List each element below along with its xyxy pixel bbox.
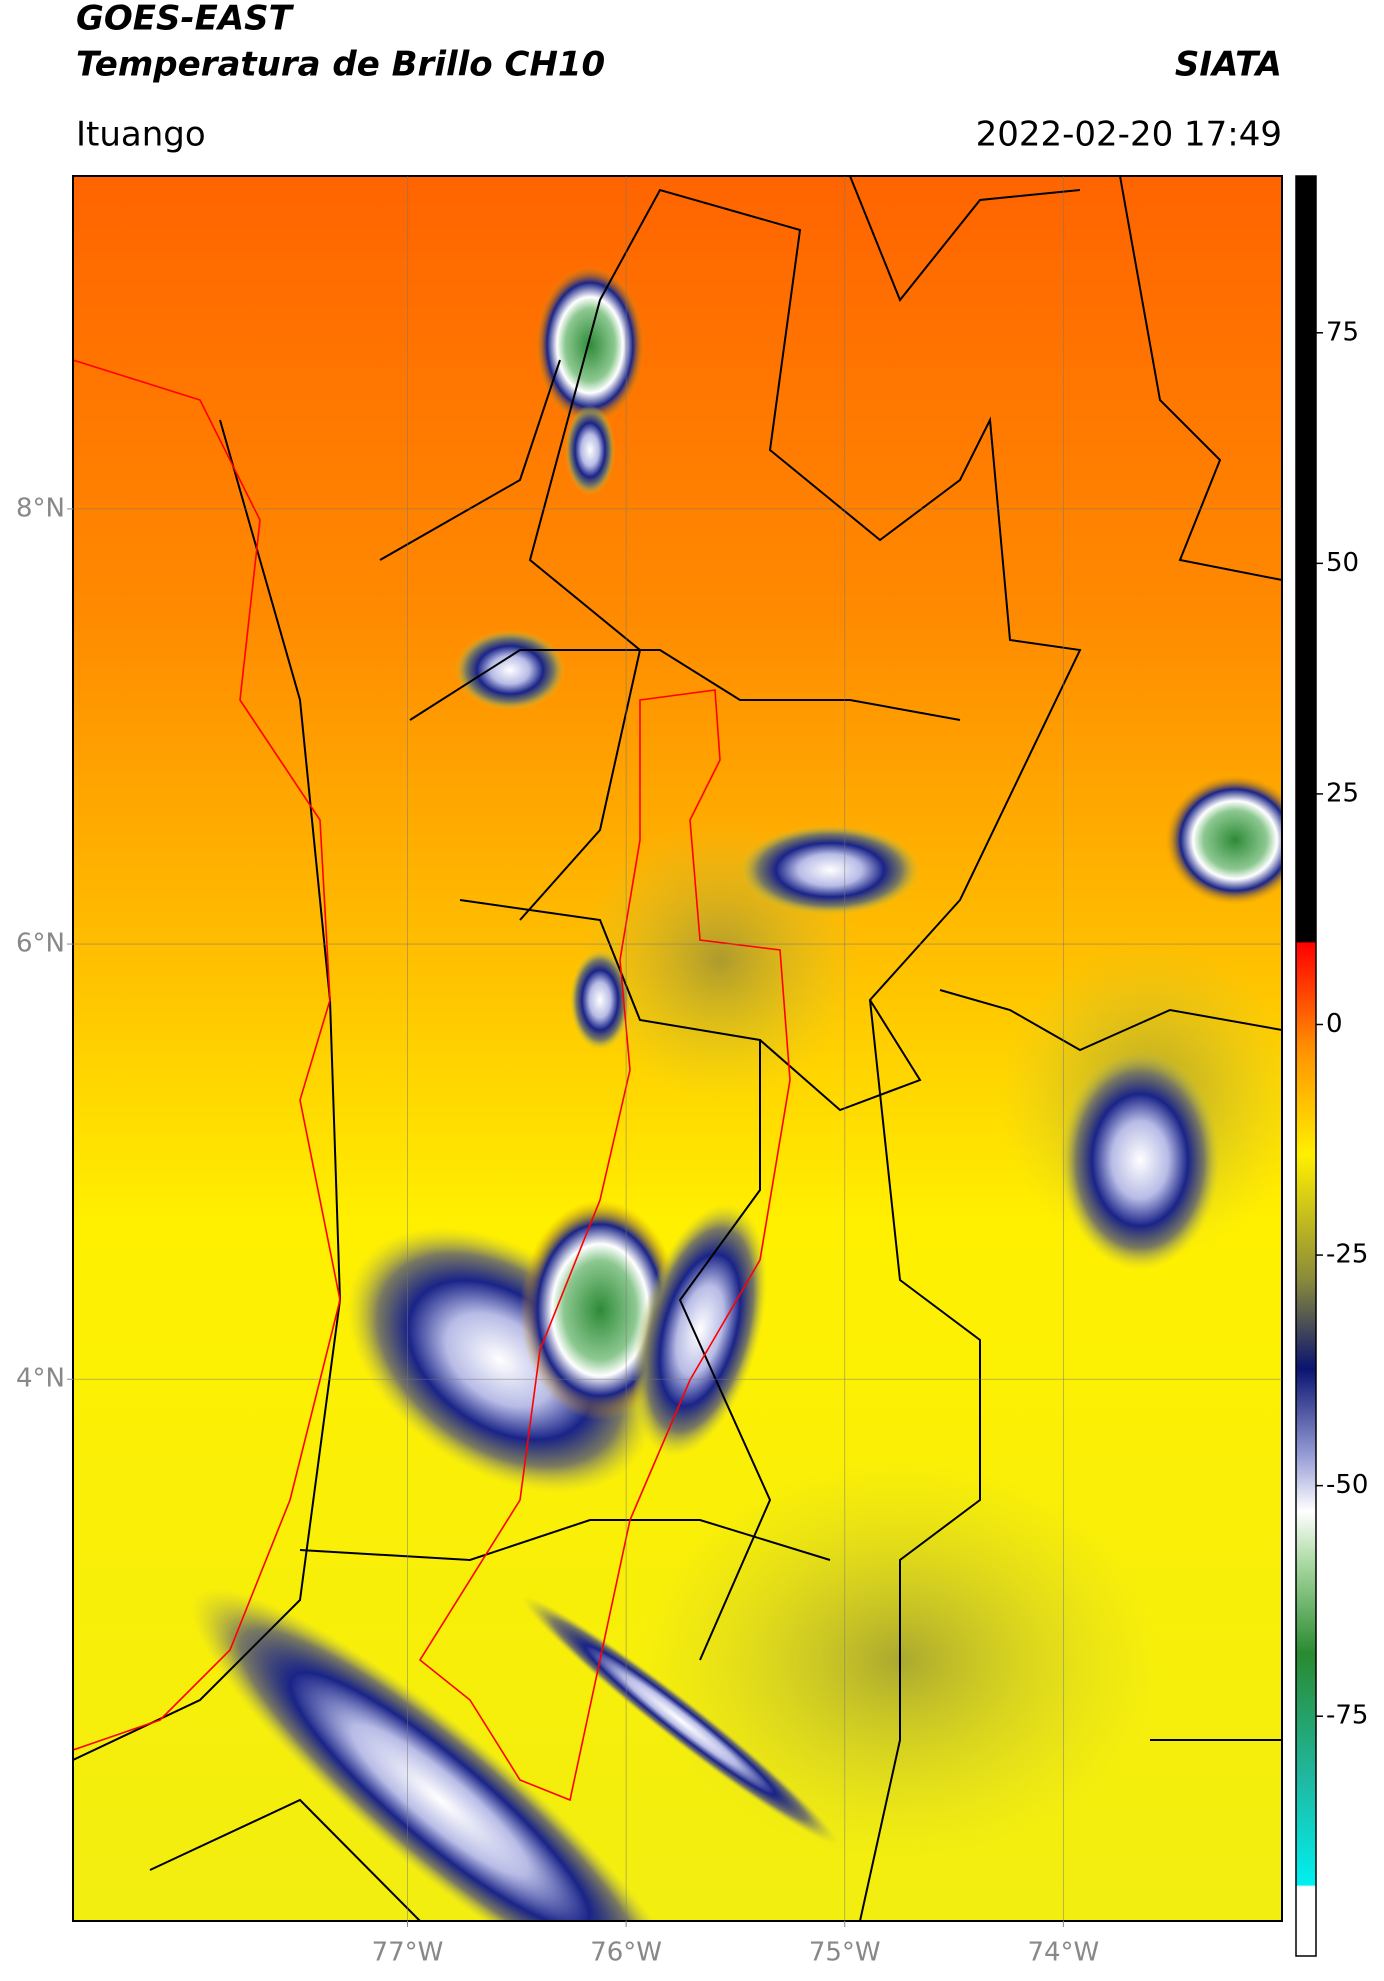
map-frame: [72, 175, 1283, 1922]
x-tick-label: 76°W: [590, 1938, 662, 1968]
colorbar-tick-label: -25: [1326, 1240, 1368, 1270]
title: GOES-EAST: [76, 0, 295, 39]
y-tick-label: 8°N: [16, 493, 65, 523]
x-tick-label: 75°W: [809, 1938, 881, 1968]
map: [73, 176, 1282, 1921]
y-tick-label: 6°N: [16, 929, 65, 959]
colorbar-tick-label: -50: [1326, 1470, 1368, 1500]
colorbar-tick-label: 0: [1326, 1009, 1343, 1039]
colorbar-tick-label: 75: [1326, 317, 1359, 347]
datetime: 2022-02-20 17:49: [976, 115, 1282, 155]
location: Ituango: [76, 115, 206, 155]
colorbar-tick-label: -75: [1326, 1701, 1368, 1731]
y-tick-label: 4°N: [16, 1364, 65, 1394]
colorbar-tick-label: 50: [1326, 548, 1359, 578]
subtitle: Temperatura de Brillo CH10: [76, 45, 605, 85]
basin-outline: [73, 359, 791, 1802]
x-tick-label: 74°W: [1027, 1938, 1099, 1968]
colorbar-tick-label: 25: [1326, 778, 1359, 808]
colorbar: [1295, 175, 1317, 1957]
borders: [73, 176, 1282, 1921]
x-tick-label: 77°W: [372, 1938, 444, 1968]
agency: SIATA: [1175, 45, 1282, 85]
